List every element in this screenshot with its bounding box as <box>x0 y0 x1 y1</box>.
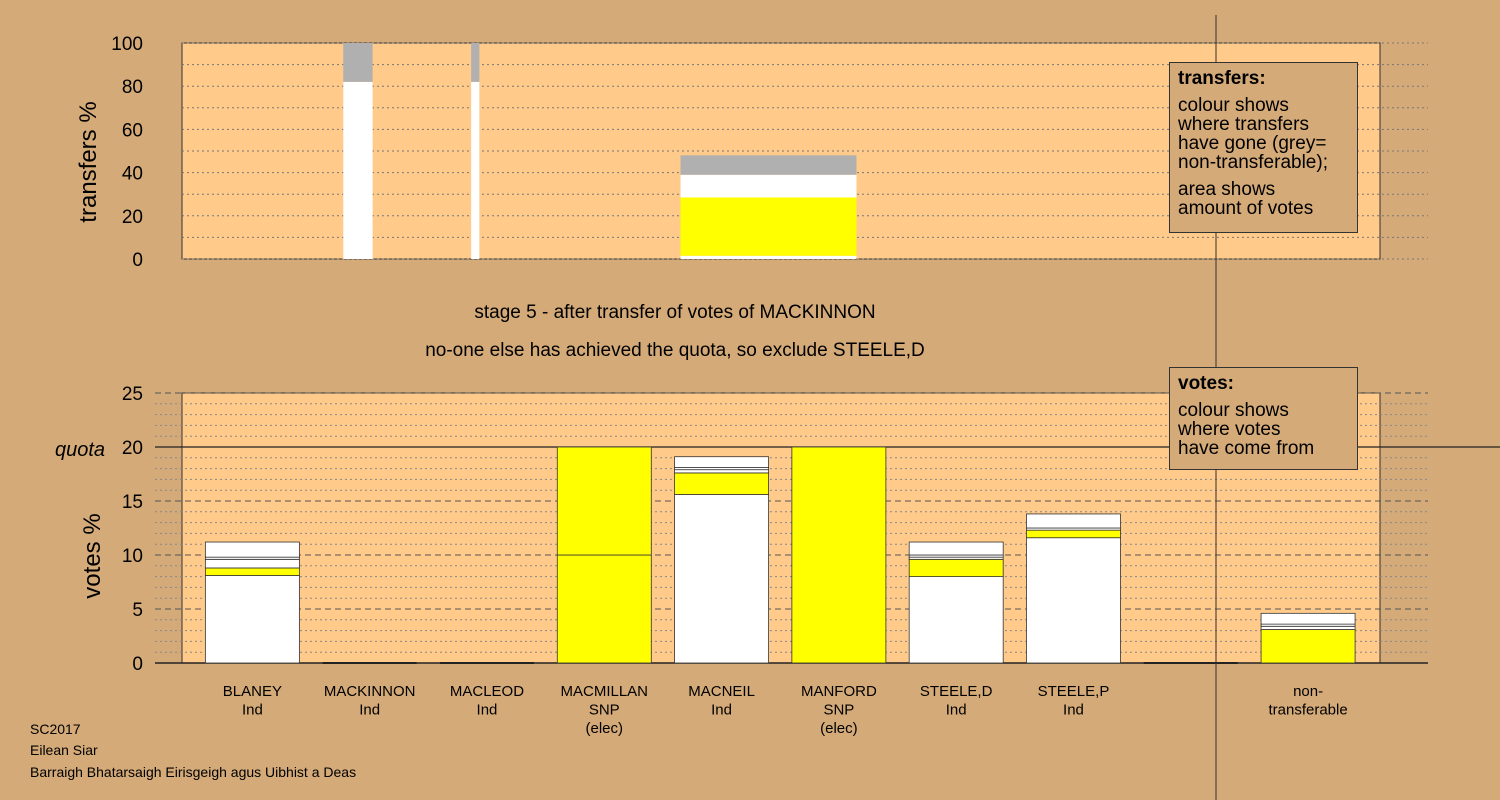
candidate-label: Ind <box>711 702 732 719</box>
vote-segment <box>908 576 1004 664</box>
transfer-segment <box>343 81 373 259</box>
stage-line: stage 5 - after transfer of votes of MAC… <box>474 302 875 323</box>
vote-segment <box>791 446 887 664</box>
votes-legend-line: have come from <box>1178 438 1315 459</box>
candidate-label: Ind <box>242 702 263 719</box>
transfer-segment <box>680 197 857 256</box>
votes-y-axis-label: votes % <box>79 513 106 598</box>
transfers-legend-line: where transfers <box>1178 114 1309 135</box>
transfers-legend-line: have gone (grey= <box>1178 133 1327 154</box>
vote-segment <box>1260 612 1356 625</box>
candidate-label: Ind <box>1063 702 1084 719</box>
candidate-label: BLANEY <box>223 683 282 700</box>
transfers-legend-line: colour shows <box>1178 95 1289 116</box>
votes-legend-line: where votes <box>1178 419 1281 440</box>
transfer-segment <box>680 155 857 175</box>
transfers-y-axis-label: transfers % <box>75 101 102 222</box>
candidate-label: SNP <box>589 702 620 719</box>
vote-segment <box>908 541 1004 556</box>
candidate-label: non- <box>1293 683 1323 700</box>
vote-segment <box>556 446 652 556</box>
vote-segment <box>1026 537 1121 664</box>
vote-segment <box>556 554 652 664</box>
vote-segment <box>674 456 769 468</box>
vote-segment <box>204 575 300 664</box>
candidate-label: SNP <box>823 702 854 719</box>
transfers-y-tick-label: 20 <box>122 207 143 228</box>
candidate-label: Ind <box>359 702 380 719</box>
transfers-y-tick-label: 80 <box>122 77 143 98</box>
votes-y-tick-label: 0 <box>132 654 143 675</box>
vote-segment <box>674 472 769 495</box>
votes-y-tick-label: 20 <box>122 438 143 459</box>
candidate-label: Ind <box>946 702 967 719</box>
transfer-segment <box>680 255 857 259</box>
vote-segment <box>204 558 300 569</box>
candidate-label: (elec) <box>586 720 624 737</box>
candidate-label: MACNEIL <box>688 683 755 700</box>
transfer-segment <box>471 43 480 82</box>
footer-line-1: SC2017 <box>30 721 81 737</box>
transfers-legend-line: amount of votes <box>1178 198 1314 219</box>
transfers-y-tick-label: 0 <box>132 250 143 271</box>
candidate-label: Ind <box>477 702 498 719</box>
transfers-legend-line: non-transferable); <box>1178 152 1328 173</box>
votes-y-tick-label: 5 <box>132 600 143 621</box>
candidate-label: STEELE,D <box>920 683 993 700</box>
candidate-label: (elec) <box>820 720 858 737</box>
transfers-y-tick-label: 60 <box>122 120 143 141</box>
vote-segment <box>908 558 1004 578</box>
candidate-label: transferable <box>1268 702 1347 719</box>
vote-segment <box>1260 625 1356 630</box>
votes-y-tick-label: 10 <box>122 546 143 567</box>
votes-y-tick-label: 25 <box>122 384 143 405</box>
transfers-legend: transfers: colour shows where transfers … <box>1169 62 1358 233</box>
votes-legend-line: colour shows <box>1178 400 1289 421</box>
footer-line-3: Barraigh Bhatarsaigh Eirisgeigh agus Uib… <box>30 764 357 780</box>
candidate-label: MANFORD <box>801 683 877 700</box>
transfers-legend-title: transfers: <box>1178 68 1266 89</box>
candidate-label: MACMILLAN <box>561 683 649 700</box>
votes-y-tick-label: 15 <box>122 492 143 513</box>
vote-segment <box>1026 529 1121 539</box>
votes-legend-title: votes: <box>1178 373 1234 394</box>
vote-segment <box>204 541 300 558</box>
vote-segment <box>674 469 769 474</box>
transfers-y-tick-label: 40 <box>122 164 143 185</box>
candidate-label: MACLEOD <box>450 683 524 700</box>
vote-segment <box>204 567 300 576</box>
candidate-label: MACKINNON <box>324 683 416 700</box>
transfers-y-tick-label: 100 <box>111 34 143 55</box>
footer-line-2: Eilean Siar <box>30 742 98 758</box>
quota-label: quota <box>55 439 105 461</box>
candidate-label: STEELE,P <box>1038 683 1110 700</box>
votes-legend: votes: colour shows where votes have com… <box>1169 367 1358 470</box>
status-line: no-one else has achieved the quota, so e… <box>425 340 925 361</box>
transfer-segment <box>471 81 480 259</box>
vote-segment <box>1026 513 1121 529</box>
transfer-segment <box>343 43 373 82</box>
transfer-segment <box>680 174 857 198</box>
transfers-legend-line: area shows <box>1178 179 1276 200</box>
vote-segment <box>674 494 769 664</box>
vote-segment <box>1260 629 1356 664</box>
